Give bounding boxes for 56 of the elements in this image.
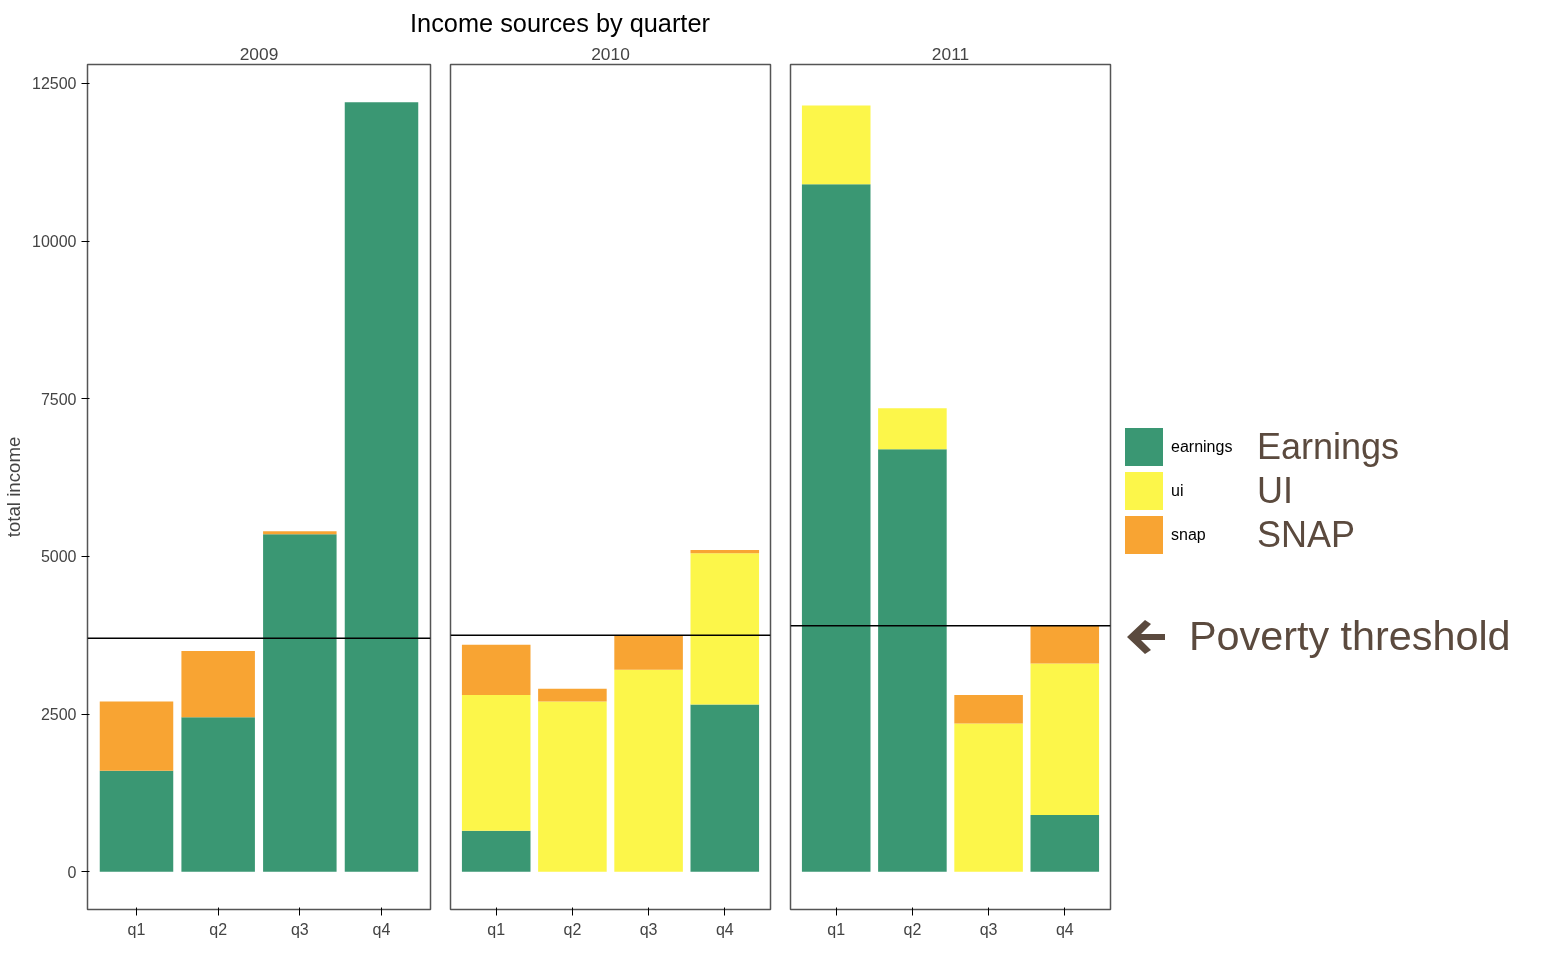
bar [878,449,947,872]
bar [801,184,871,872]
text: Earnings [1257,426,1400,468]
bar [181,717,255,872]
chart-subtitle: 2009 [239,43,279,64]
y-axis-title: total income [3,436,25,538]
bar [614,669,683,872]
bar [954,695,1023,724]
bar [1030,814,1100,872]
bar [461,695,531,831]
chart-subtitle: 2011 [931,43,970,64]
x-tick-label: q3 [290,920,309,938]
x-tick-label: q4 [372,920,391,938]
bar [690,550,760,554]
x-tick-label: q1 [827,920,846,938]
bar [538,688,607,702]
bar [690,553,760,705]
bar [614,635,683,670]
x-tick-label: q4 [715,920,734,938]
x-tick-label: q1 [487,920,506,938]
x-tick-label: q4 [1055,920,1074,938]
text: Poverty threshold [1189,612,1511,661]
bar [801,105,871,185]
bar [690,704,760,872]
bar [461,644,531,696]
text: SNAP [1257,514,1356,556]
bar [344,102,419,872]
x-tick-label: q1 [127,920,146,938]
bar [878,408,947,450]
bar [99,701,174,771]
y-tick-label: 12500 [32,75,77,93]
bar [99,770,174,872]
y-tick-label: 0 [67,863,77,881]
y-tick-label: 10000 [32,233,77,251]
bar [538,701,607,872]
x-tick-label: q2 [563,920,582,938]
bar [954,723,1023,872]
chart-subtitle: 2010 [591,43,630,64]
bar [181,650,255,718]
y-tick-label: 5000 [40,548,77,566]
legend-label: earnings [1171,436,1234,457]
y-tick-label: 2500 [40,706,77,724]
legend-label: ui [1171,480,1185,501]
bar [1030,625,1100,664]
x-tick-label: q3 [979,920,998,938]
y-tick-label: 7500 [40,390,77,408]
bar [1030,663,1100,815]
bar [461,830,531,872]
bar [263,531,337,535]
bar [263,534,337,872]
legend-label: snap [1171,524,1207,545]
chart-title: Income sources by quarter [409,8,711,39]
x-tick-label: q2 [209,920,228,938]
text: UI [1257,470,1293,512]
x-tick-label: q2 [903,920,922,938]
x-tick-label: q3 [639,920,658,938]
